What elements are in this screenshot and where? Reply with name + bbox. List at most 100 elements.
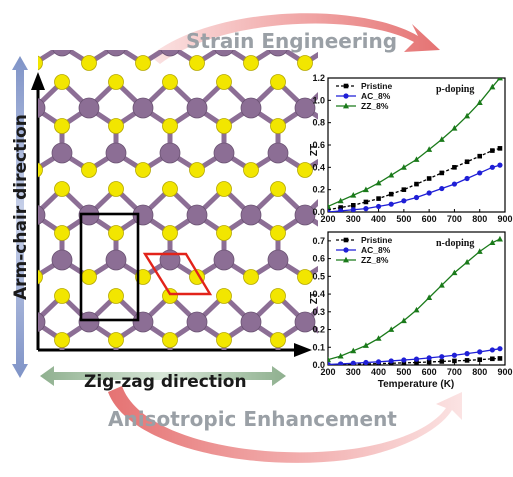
- chalcogen-atom: [135, 162, 151, 178]
- chalcogen-atom: [38, 162, 43, 178]
- chalcogen-atom: [54, 74, 70, 90]
- legend-marker: [343, 93, 349, 99]
- chalcogen-atom: [243, 162, 259, 178]
- legend-entry: Pristine: [336, 81, 392, 91]
- chalcogen-atom: [1, 75, 16, 90]
- bond: [35, 0, 62, 1]
- metal-atom: [186, 97, 208, 119]
- metal-atom: [294, 204, 316, 226]
- chalcogen-atom: [81, 269, 97, 285]
- chalcogen-atom: [1, 333, 16, 348]
- x-tick-label: 900: [497, 367, 512, 377]
- metal-atom: [349, 0, 369, 11]
- y-tick-label: 0.4: [312, 162, 325, 172]
- x-tick-label: 700: [447, 367, 462, 377]
- metal-atom: [240, 311, 262, 333]
- data-point: [375, 203, 382, 210]
- legend-marker: [343, 256, 349, 263]
- data-point: [464, 358, 470, 363]
- series-pristine: [328, 146, 503, 212]
- top-banner-text: Strain Engineering: [186, 29, 397, 53]
- metal-atom: [160, 50, 180, 57]
- data-point: [496, 235, 503, 242]
- y-tick-label: 0.6: [312, 254, 325, 264]
- metal-atom: [51, 249, 73, 271]
- legend-entry: Pristine: [336, 235, 392, 245]
- data-point: [426, 146, 433, 152]
- bond: [170, 1, 197, 19]
- data-point: [439, 170, 445, 176]
- metal-atom: [186, 311, 208, 333]
- bond: [8, 0, 35, 1]
- chalcogen-atom: [54, 332, 70, 348]
- chart-n-doping: 200 300 400 500 600 700 800 900 0.0 0.1 0.2 0.3 0.4 0…: [309, 231, 513, 390]
- chalcogen-atom: [108, 225, 124, 241]
- bond: [197, 1, 224, 19]
- bond: [35, 1, 62, 19]
- x-tick-label: 700: [447, 214, 462, 224]
- x-tick-label: 500: [396, 214, 411, 224]
- data-point: [350, 207, 356, 212]
- chalcogen-atom: [108, 74, 124, 90]
- data-point: [439, 185, 445, 192]
- data-point: [497, 162, 503, 168]
- lattice-axes: [31, 72, 312, 357]
- chart-n-doping-xlabel: Temperature (K): [378, 379, 455, 390]
- armchair-direction: Arm-chair direction: [11, 56, 31, 378]
- bond: [62, 1, 89, 19]
- legend-entry: AC_8%: [336, 91, 391, 101]
- metal-atom: [78, 311, 100, 333]
- legend-label: Pristine: [361, 81, 392, 91]
- data-point: [362, 342, 369, 348]
- data-point: [451, 352, 458, 358]
- bond: [359, 1, 386, 19]
- metal-atom: [294, 97, 316, 119]
- bond: [224, 1, 251, 19]
- bond: [8, 1, 35, 19]
- data-point: [400, 317, 407, 324]
- chalcogen-atom: [135, 55, 151, 71]
- chalcogen-atom: [162, 74, 178, 90]
- metal-atom: [187, 0, 207, 11]
- chalcogen-atom: [216, 118, 232, 134]
- bond: [62, 0, 89, 1]
- y-tick-label: 0.7: [312, 236, 325, 246]
- chalcogen-atom: [162, 118, 178, 134]
- x-tick-label: 800: [472, 367, 487, 377]
- data-point: [363, 359, 369, 365]
- legend-entry: ZZ_8%: [336, 255, 389, 265]
- data-point: [376, 196, 381, 201]
- data-point: [496, 78, 503, 81]
- chalcogen-atom: [109, 12, 124, 27]
- metal-atom: [159, 142, 181, 164]
- data-point: [375, 179, 382, 186]
- unit-cells: [79, 212, 213, 322]
- chalcogen-atom: [270, 332, 286, 348]
- metal-atom: [38, 205, 46, 225]
- data-point: [363, 199, 369, 205]
- chart-p-doping-panel-label: p-doping: [436, 84, 474, 95]
- data-point: [388, 326, 395, 332]
- top-banner: Strain Engineering: [150, 13, 440, 64]
- x-tick-label: 300: [346, 367, 361, 377]
- x-tick-label: 200: [320, 367, 335, 377]
- data-point: [388, 201, 394, 207]
- y-tick-label: 1.2: [312, 73, 325, 83]
- y-tick-label: 0.1: [312, 342, 325, 352]
- data-point: [477, 357, 483, 362]
- x-tick-label: 800: [472, 214, 487, 224]
- legend-label: AC_8%: [361, 91, 391, 101]
- metal-atom: [132, 311, 154, 333]
- data-point: [438, 282, 445, 288]
- data-point: [497, 356, 503, 361]
- data-point: [363, 206, 369, 212]
- bond: [143, 1, 170, 19]
- metal-atom: [38, 312, 46, 332]
- metal-atom: [240, 97, 262, 119]
- metal-atom: [105, 249, 127, 271]
- crystal-lattice: [1, 0, 386, 350]
- y-tick-label: 0.2: [312, 325, 325, 335]
- chalcogen-atom: [81, 162, 97, 178]
- data-point: [350, 203, 356, 208]
- legend-entry: AC_8%: [336, 245, 391, 255]
